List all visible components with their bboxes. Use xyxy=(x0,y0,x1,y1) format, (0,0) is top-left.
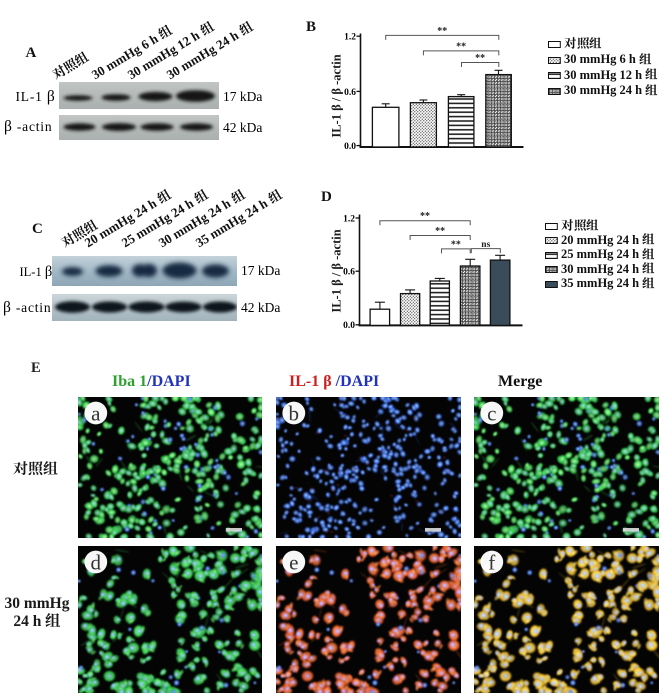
svg-text:**: ** xyxy=(475,53,485,64)
svg-text:**: ** xyxy=(451,239,461,250)
svg-text:**: ** xyxy=(435,226,445,237)
svg-text:1.2: 1.2 xyxy=(343,214,355,224)
svg-text:c: c xyxy=(488,401,497,425)
svg-text:b: b xyxy=(288,401,299,425)
svg-text:e: e xyxy=(289,550,298,574)
svg-text:**: ** xyxy=(437,26,447,37)
svg-text:ns: ns xyxy=(481,240,490,250)
svg-text:0.0: 0.0 xyxy=(344,142,356,152)
svg-text:f: f xyxy=(489,550,496,574)
svg-text:1.2: 1.2 xyxy=(344,33,356,43)
svg-text:**: ** xyxy=(420,211,430,222)
svg-text:0.6: 0.6 xyxy=(344,88,356,98)
svg-text:0.0: 0.0 xyxy=(343,321,355,331)
svg-text:0.6: 0.6 xyxy=(343,268,355,278)
svg-text:**: ** xyxy=(456,41,466,52)
svg-text:a: a xyxy=(91,401,101,425)
svg-text:d: d xyxy=(91,550,102,574)
